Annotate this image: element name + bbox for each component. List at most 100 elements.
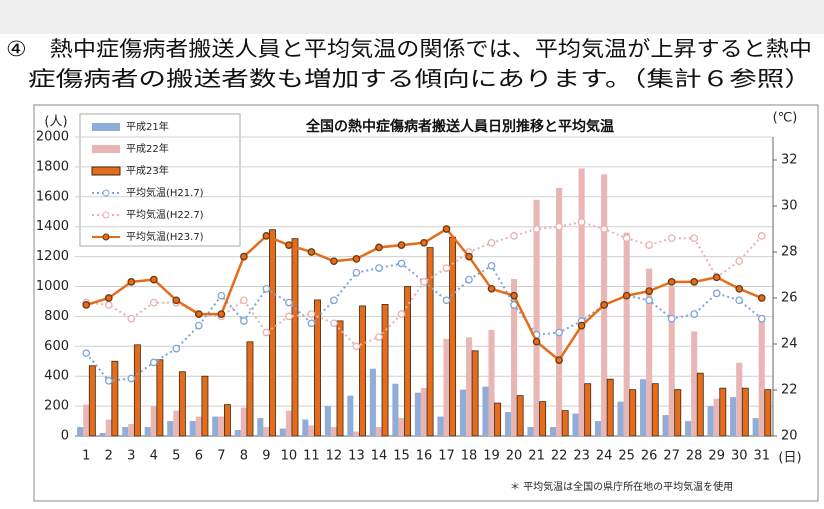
bar xyxy=(741,387,749,437)
bar xyxy=(291,238,299,437)
marker xyxy=(600,301,608,309)
marker xyxy=(555,356,563,364)
marker xyxy=(735,257,744,266)
bar xyxy=(707,406,714,436)
bar xyxy=(122,427,129,436)
marker xyxy=(532,337,541,346)
bar xyxy=(595,421,602,436)
bar xyxy=(578,168,585,436)
bar xyxy=(359,305,366,437)
bar xyxy=(623,232,630,436)
marker xyxy=(442,264,451,272)
x-tick-label: 11 xyxy=(303,449,320,464)
x-tick-label: 3 xyxy=(127,449,135,464)
x-tick-label: 30 xyxy=(731,449,748,464)
bar xyxy=(324,406,331,436)
x-tick-label: 28 xyxy=(686,449,703,464)
marker xyxy=(149,358,158,367)
legend-swatch xyxy=(92,145,120,153)
bar xyxy=(375,427,383,436)
marker xyxy=(127,314,136,323)
marker xyxy=(194,321,203,330)
bar xyxy=(572,413,579,436)
bar xyxy=(234,430,241,436)
x-tick-label: 16 xyxy=(416,449,433,464)
bar xyxy=(269,229,276,437)
marker xyxy=(667,314,676,323)
bar xyxy=(752,418,759,436)
legend-label: 平均気温(H23.7) xyxy=(126,230,204,243)
bar xyxy=(668,286,675,436)
marker xyxy=(757,232,766,240)
marker xyxy=(712,289,721,298)
marker xyxy=(465,275,473,284)
y2-tick-label: 28 xyxy=(781,245,798,260)
marker xyxy=(352,268,361,277)
legend-label: 平成21年 xyxy=(126,120,169,133)
footnote: ＊ 平均気温は全国の県庁所在地の平均気温を使用 xyxy=(510,480,733,493)
marker xyxy=(555,222,563,231)
bar xyxy=(88,365,96,437)
marker xyxy=(645,296,654,305)
marker xyxy=(104,301,113,309)
bar xyxy=(178,371,186,437)
bar xyxy=(314,299,321,437)
y-tick-label: 1000 xyxy=(36,279,69,294)
bar xyxy=(561,410,569,437)
marker xyxy=(172,344,181,353)
marker xyxy=(510,232,518,240)
marker xyxy=(442,225,451,233)
x-tick-label: 5 xyxy=(172,449,180,464)
marker xyxy=(375,333,383,341)
heading-line: ④ 熱中症傷病者搬送人員と平均気温の関係では、平均気温が上昇すると熱中 xyxy=(6,37,812,61)
marker xyxy=(172,296,181,305)
bar xyxy=(539,401,547,437)
marker xyxy=(510,291,518,300)
marker xyxy=(149,275,158,284)
heading-line: 症傷病者の搬送者数も増加する傾向にあります。（集計６参照） xyxy=(28,67,812,91)
y-tick-label: 400 xyxy=(44,369,69,384)
x-tick-label: 2 xyxy=(105,449,113,464)
x-tick-label: 13 xyxy=(348,449,365,464)
bar xyxy=(133,344,141,437)
marker xyxy=(307,248,316,256)
marker xyxy=(352,342,361,351)
bar xyxy=(347,395,354,436)
bar xyxy=(77,427,84,436)
bar xyxy=(736,362,743,436)
marker xyxy=(532,225,541,233)
marker xyxy=(217,310,226,318)
marker xyxy=(307,319,316,328)
bar xyxy=(212,416,219,436)
y2-tick-label: 26 xyxy=(781,291,798,306)
y2-tick-label: 32 xyxy=(781,153,798,168)
y2-tick-label: 22 xyxy=(781,383,798,398)
marker xyxy=(397,241,406,249)
legend-label: 平成23年 xyxy=(126,164,169,177)
bar xyxy=(584,383,592,437)
marker xyxy=(397,259,406,268)
bar xyxy=(353,431,360,436)
bar xyxy=(465,337,473,436)
marker xyxy=(487,261,496,270)
marker xyxy=(127,278,136,286)
y-tick-label: 2000 xyxy=(36,130,69,145)
legend-marker xyxy=(102,189,110,197)
marker xyxy=(285,241,293,249)
bar xyxy=(482,386,489,436)
bar xyxy=(404,286,412,437)
marker xyxy=(262,284,271,293)
bar xyxy=(336,320,344,437)
marker xyxy=(82,301,91,309)
x-tick-label: 14 xyxy=(371,449,388,464)
bar xyxy=(144,427,151,436)
bar xyxy=(246,341,254,437)
marker xyxy=(757,294,766,302)
bar xyxy=(516,395,524,437)
bar xyxy=(629,389,637,437)
marker xyxy=(487,238,496,247)
marker xyxy=(645,287,654,295)
bar xyxy=(83,404,90,436)
